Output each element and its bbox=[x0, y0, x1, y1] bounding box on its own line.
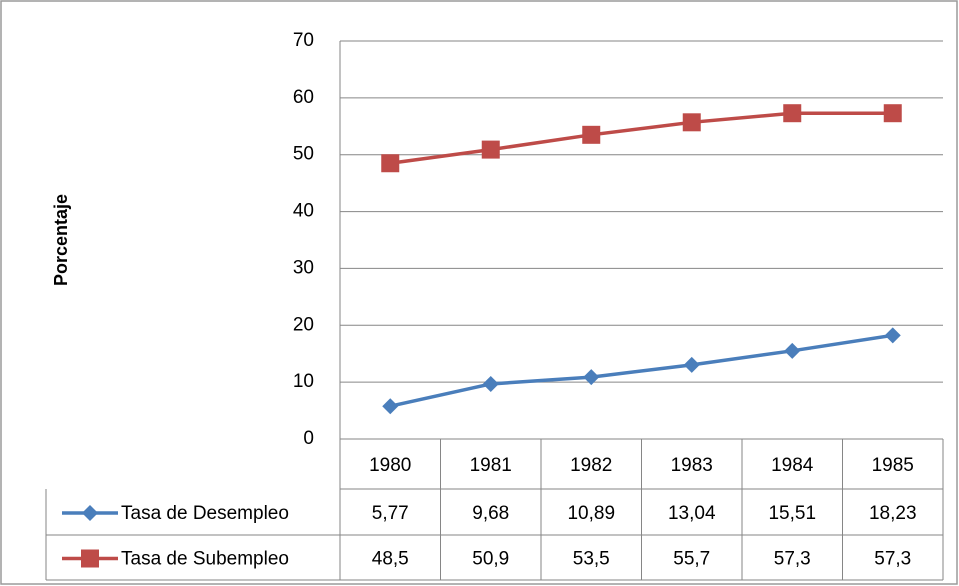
marker bbox=[582, 125, 601, 144]
table-value: 10,89 bbox=[567, 503, 615, 524]
marker bbox=[784, 342, 801, 359]
y-tick-label: 10 bbox=[293, 371, 314, 392]
x-tick-label: 1980 bbox=[369, 455, 411, 476]
series-line bbox=[389, 333, 894, 408]
table-value: 50,9 bbox=[472, 549, 509, 570]
table-value: 57,3 bbox=[774, 549, 811, 570]
table-value: 18,23 bbox=[869, 503, 917, 524]
table-value: 55,7 bbox=[673, 549, 710, 570]
table-value: 57,3 bbox=[874, 549, 911, 570]
y-tick-label: 20 bbox=[293, 314, 314, 335]
y-tick-label: 70 bbox=[293, 30, 314, 51]
marker bbox=[481, 140, 500, 159]
x-tick-label: 1981 bbox=[470, 455, 512, 476]
marker bbox=[82, 505, 98, 521]
marker bbox=[683, 356, 700, 373]
legend-label: Tasa de Desempleo bbox=[121, 503, 289, 524]
marker bbox=[884, 327, 901, 344]
table-value: 48,5 bbox=[372, 549, 409, 570]
table-value: 5,77 bbox=[372, 503, 409, 524]
legend-label: Tasa de Subempleo bbox=[121, 549, 289, 570]
x-tick-label: 1984 bbox=[771, 455, 814, 476]
y-tick-label: 60 bbox=[293, 87, 314, 108]
marker bbox=[382, 398, 399, 415]
series-line bbox=[390, 111, 893, 165]
y-axis-label: Porcentaje bbox=[51, 194, 71, 286]
table-value: 9,68 bbox=[472, 503, 509, 524]
y-tick-label: 0 bbox=[303, 428, 314, 449]
marker bbox=[783, 104, 802, 123]
y-tick-label: 50 bbox=[293, 144, 314, 165]
x-tick-label: 1982 bbox=[570, 455, 612, 476]
marker bbox=[883, 104, 902, 123]
table-value: 53,5 bbox=[573, 549, 610, 570]
marker bbox=[381, 154, 400, 173]
x-tick-label: 1983 bbox=[671, 455, 713, 476]
y-tick-label: 30 bbox=[293, 257, 314, 278]
marker bbox=[482, 375, 499, 392]
y-tick-label: 40 bbox=[293, 201, 314, 222]
x-tick-label: 1985 bbox=[872, 455, 914, 476]
table-value: 13,04 bbox=[668, 503, 716, 524]
marker bbox=[682, 113, 701, 132]
marker bbox=[583, 369, 600, 386]
marker bbox=[81, 549, 99, 568]
table-value: 15,51 bbox=[768, 503, 816, 524]
